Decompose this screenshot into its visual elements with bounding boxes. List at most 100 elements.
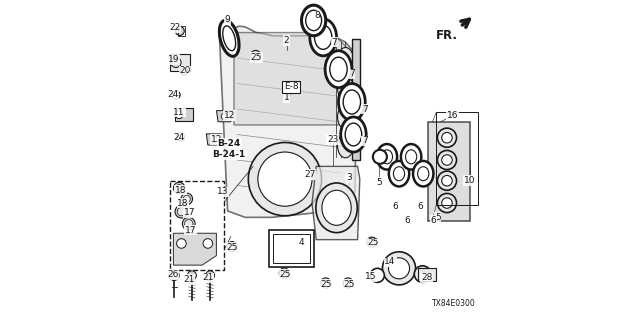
Text: 7: 7 [362, 136, 367, 145]
Circle shape [437, 194, 456, 212]
Text: 24: 24 [167, 90, 179, 99]
Circle shape [205, 271, 214, 280]
Polygon shape [428, 122, 470, 220]
Ellipse shape [418, 167, 429, 181]
Bar [170, 181, 225, 270]
Circle shape [176, 133, 184, 141]
Circle shape [442, 155, 452, 165]
Circle shape [177, 239, 186, 248]
Polygon shape [216, 111, 232, 122]
Text: 3: 3 [346, 173, 351, 182]
Ellipse shape [394, 167, 404, 181]
Text: 28: 28 [421, 273, 433, 282]
Text: 7: 7 [362, 105, 367, 114]
Circle shape [414, 266, 431, 282]
Bar [352, 39, 360, 160]
Text: 25: 25 [343, 280, 355, 289]
Circle shape [175, 185, 182, 192]
Circle shape [172, 91, 180, 99]
Ellipse shape [322, 190, 351, 225]
Ellipse shape [413, 161, 433, 187]
Text: 8: 8 [314, 12, 320, 20]
Ellipse shape [340, 117, 366, 152]
Circle shape [181, 193, 193, 204]
Polygon shape [234, 33, 352, 125]
Polygon shape [220, 26, 356, 217]
Text: 22: 22 [169, 23, 180, 32]
Ellipse shape [306, 10, 321, 31]
Ellipse shape [314, 25, 332, 49]
Circle shape [383, 252, 415, 285]
Circle shape [175, 205, 188, 218]
Circle shape [203, 239, 212, 248]
Text: 6: 6 [417, 202, 423, 211]
Bar [269, 230, 314, 267]
Text: 10: 10 [464, 176, 476, 185]
Circle shape [437, 171, 456, 190]
Circle shape [437, 128, 456, 147]
Ellipse shape [337, 133, 353, 158]
Ellipse shape [330, 57, 347, 81]
Circle shape [442, 175, 452, 186]
Circle shape [169, 270, 179, 280]
Text: 14: 14 [385, 258, 396, 267]
Text: 1: 1 [284, 93, 289, 102]
Text: 17: 17 [185, 226, 196, 235]
Ellipse shape [301, 5, 326, 36]
Text: 6: 6 [430, 216, 436, 225]
Circle shape [282, 270, 287, 276]
Circle shape [388, 258, 410, 279]
Text: E-8: E-8 [284, 82, 299, 91]
Text: 21: 21 [183, 275, 195, 284]
Text: 24: 24 [173, 133, 185, 142]
Text: 25: 25 [367, 238, 378, 247]
Circle shape [367, 237, 377, 247]
Ellipse shape [325, 51, 352, 88]
Polygon shape [206, 134, 222, 145]
Bar [418, 268, 436, 281]
Text: 12: 12 [211, 135, 222, 144]
Circle shape [250, 50, 260, 60]
Text: 21: 21 [202, 273, 214, 282]
Ellipse shape [337, 48, 353, 72]
Circle shape [279, 268, 289, 278]
Circle shape [437, 150, 456, 170]
Circle shape [343, 278, 353, 288]
Text: 7: 7 [349, 69, 355, 78]
Text: 6: 6 [404, 216, 410, 225]
Ellipse shape [220, 20, 239, 56]
Text: 19: 19 [168, 55, 179, 64]
Circle shape [442, 198, 452, 208]
Text: 4: 4 [298, 238, 304, 247]
Ellipse shape [345, 123, 362, 146]
Ellipse shape [381, 150, 392, 164]
Text: 27: 27 [304, 170, 316, 179]
Text: 25: 25 [279, 270, 291, 279]
Text: 7: 7 [332, 38, 337, 47]
Text: 23: 23 [327, 135, 339, 144]
Circle shape [221, 113, 228, 120]
Text: 5: 5 [435, 213, 441, 222]
Polygon shape [312, 166, 360, 240]
Text: 26: 26 [167, 270, 179, 279]
Circle shape [253, 52, 259, 58]
Text: 12: 12 [223, 111, 235, 120]
Text: FR.: FR. [436, 29, 458, 42]
Bar [170, 54, 190, 71]
Circle shape [373, 150, 387, 164]
Circle shape [229, 244, 235, 250]
Polygon shape [173, 233, 216, 265]
Circle shape [442, 132, 452, 143]
Ellipse shape [337, 105, 353, 129]
Bar [436, 112, 477, 204]
Text: 11: 11 [173, 108, 185, 117]
Circle shape [173, 182, 185, 194]
Text: 15: 15 [365, 272, 377, 281]
Circle shape [369, 239, 375, 245]
Circle shape [175, 27, 184, 36]
Text: 25: 25 [251, 53, 262, 62]
Circle shape [345, 280, 351, 286]
Text: 18: 18 [177, 198, 189, 207]
Ellipse shape [258, 152, 312, 206]
Ellipse shape [223, 26, 236, 51]
